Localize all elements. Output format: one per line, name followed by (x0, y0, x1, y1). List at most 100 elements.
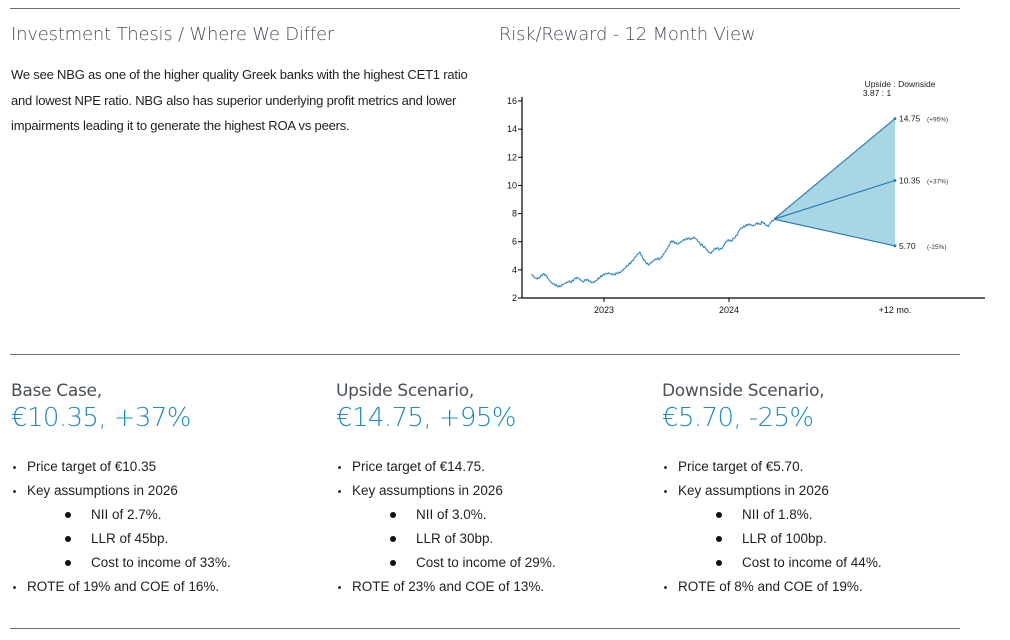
upside-downside-ratio: 3.87 : 1 (863, 88, 892, 98)
scenario-change-label: (+37%) (927, 179, 948, 186)
scenario-point-base (893, 179, 897, 182)
y-tick-label: 6 (512, 237, 517, 247)
sub-bullet-text: Cost to income of 44%. (742, 555, 882, 570)
bullet-item: Price target of €10.35 (11, 455, 331, 479)
scenario-change-label: (-25%) (927, 244, 947, 251)
risk-reward-chart: 2 4 6 8 10 12 14 16 2023 2024 +12 mo. 14.75 (+95%) 10… (495, 70, 1010, 330)
scenario-base: Base Case, €10.35, +37% Price target of … (11, 380, 331, 594)
bullet-icon (716, 536, 722, 542)
bullet-text: ROTE of 23% and COE of 13%. (352, 579, 545, 594)
scenario-fan-area (774, 118, 895, 246)
scenario-headline: €5.70, -25% (662, 403, 814, 433)
scenario-value-label: 10.35 (899, 176, 921, 186)
bullet-text: Price target of €14.75. (352, 459, 485, 474)
scenario-point-downside (893, 244, 897, 248)
bullet-icon (65, 560, 71, 566)
x-tick-label: +12 mo. (879, 305, 912, 315)
bullet-text: Key assumptions in 2026 (27, 483, 178, 498)
bullet-icon (13, 490, 16, 493)
sub-bullet-item: LLR of 30bp. (336, 527, 656, 551)
y-tick-label: 2 (512, 293, 517, 303)
y-tick-label: 16 (507, 96, 517, 106)
y-tick-label: 8 (512, 209, 517, 219)
x-tick-label: 2024 (719, 305, 739, 315)
bullet-item: Price target of €5.70. (662, 455, 982, 479)
scenario-downside: Downside Scenario, €5.70, -25% Price tar… (662, 380, 982, 594)
bullet-icon (390, 536, 396, 542)
bullet-icon (338, 466, 341, 469)
bullet-icon (65, 512, 71, 518)
scenario-upside: Upside Scenario, €14.75, +95% Price targ… (336, 380, 656, 594)
bullet-icon (716, 512, 722, 518)
sub-bullet-item: Cost to income of 29%. (336, 551, 656, 575)
bullet-icon (338, 586, 341, 589)
sub-bullet-text: NII of 2.7%. (91, 507, 162, 522)
y-tick-label: 12 (507, 152, 517, 162)
sub-bullet-item: Cost to income of 44%. (662, 551, 982, 575)
scenario-name: Upside Scenario, (336, 381, 474, 401)
sub-bullet-item: LLR of 45bp. (11, 527, 331, 551)
bullet-item: ROTE of 23% and COE of 13%. (336, 575, 656, 599)
bullet-item: ROTE of 8% and COE of 19%. (662, 575, 982, 599)
scenario-line-base (773, 179, 896, 220)
bullet-icon (664, 490, 667, 493)
price-history-line (531, 219, 775, 288)
bullet-item: Price target of €14.75. (336, 455, 656, 479)
scenario-name: Base Case, (11, 381, 102, 401)
bullet-item: Key assumptions in 2026 NII of 2.7%. LLR… (11, 479, 331, 575)
price-history (531, 219, 775, 288)
sub-bullet-item: NII of 2.7%. (11, 503, 331, 527)
middle-divider (10, 354, 960, 355)
scenario-point-upside (893, 117, 897, 120)
sub-bullet-text: NII of 3.0%. (416, 507, 487, 522)
scenario-value-label: 5.70 (899, 241, 916, 251)
y-tick-label: 14 (507, 124, 517, 134)
sub-bullet-text: Cost to income of 33%. (91, 555, 231, 570)
sub-bullet-text: LLR of 45bp. (91, 531, 169, 546)
bullet-icon (65, 536, 71, 542)
bullet-text: Key assumptions in 2026 (352, 483, 503, 498)
bullet-icon (390, 560, 396, 566)
bullet-text: Key assumptions in 2026 (678, 483, 829, 498)
bullet-icon (338, 490, 341, 493)
sub-bullet-item: NII of 3.0%. (336, 503, 656, 527)
bullet-text: Price target of €10.35 (27, 459, 157, 474)
risk-reward-chart-svg: 2 4 6 8 10 12 14 16 2023 2024 +12 mo. 14.75 (+95%) 10… (507, 79, 985, 315)
risk-reward-title: Risk/Reward - 12 Month View (499, 24, 756, 45)
sub-bullet-item: NII of 1.8%. (662, 503, 982, 527)
bullet-text: ROTE of 19% and COE of 16%. (27, 579, 220, 594)
bullet-item: Key assumptions in 2026 NII of 1.8%. LLR… (662, 479, 982, 575)
scenario-fan (773, 117, 897, 248)
sub-bullet-item: LLR of 100bp. (662, 527, 982, 551)
bullet-icon (13, 466, 16, 469)
sub-bullet-text: LLR of 100bp. (742, 531, 827, 546)
bullet-icon (664, 586, 667, 589)
bullet-icon (664, 466, 667, 469)
bullet-icon (13, 586, 16, 589)
scenario-value-label: 14.75 (899, 114, 921, 124)
sub-bullet-text: Cost to income of 29%. (416, 555, 556, 570)
upside-downside-label: Upside : Downside (865, 79, 936, 89)
chart-labels: 2 4 6 8 10 12 14 16 2023 2024 +12 mo. 14.75 (+95%) 10… (507, 79, 948, 315)
sub-bullet-text: LLR of 30bp. (416, 531, 494, 546)
scenario-headline: €14.75, +95% (336, 403, 516, 433)
bullet-icon (390, 512, 396, 518)
bullet-item: Key assumptions in 2026 NII of 3.0%. LLR… (336, 479, 656, 575)
scenario-name: Downside Scenario, (662, 381, 825, 401)
bullet-item: ROTE of 19% and COE of 16%. (11, 575, 331, 599)
top-divider (10, 8, 960, 9)
thesis-body: We see NBG as one of the higher quality … (11, 67, 468, 133)
sub-bullet-item: Cost to income of 33%. (11, 551, 331, 575)
x-tick-label: 2023 (594, 305, 614, 315)
y-tick-label: 10 (507, 180, 517, 190)
scenario-line-downside (773, 218, 896, 247)
scenario-headline: €10.35, +37% (11, 403, 191, 433)
chart-axes (518, 97, 985, 302)
y-tick-label: 4 (512, 265, 517, 275)
bullet-text: Price target of €5.70. (678, 459, 804, 474)
bottom-divider (10, 628, 960, 629)
thesis-title: Investment Thesis / Where We Differ (11, 24, 335, 45)
bullet-icon (716, 560, 722, 566)
scenario-change-label: (+95%) (927, 117, 948, 124)
sub-bullet-text: NII of 1.8%. (742, 507, 813, 522)
